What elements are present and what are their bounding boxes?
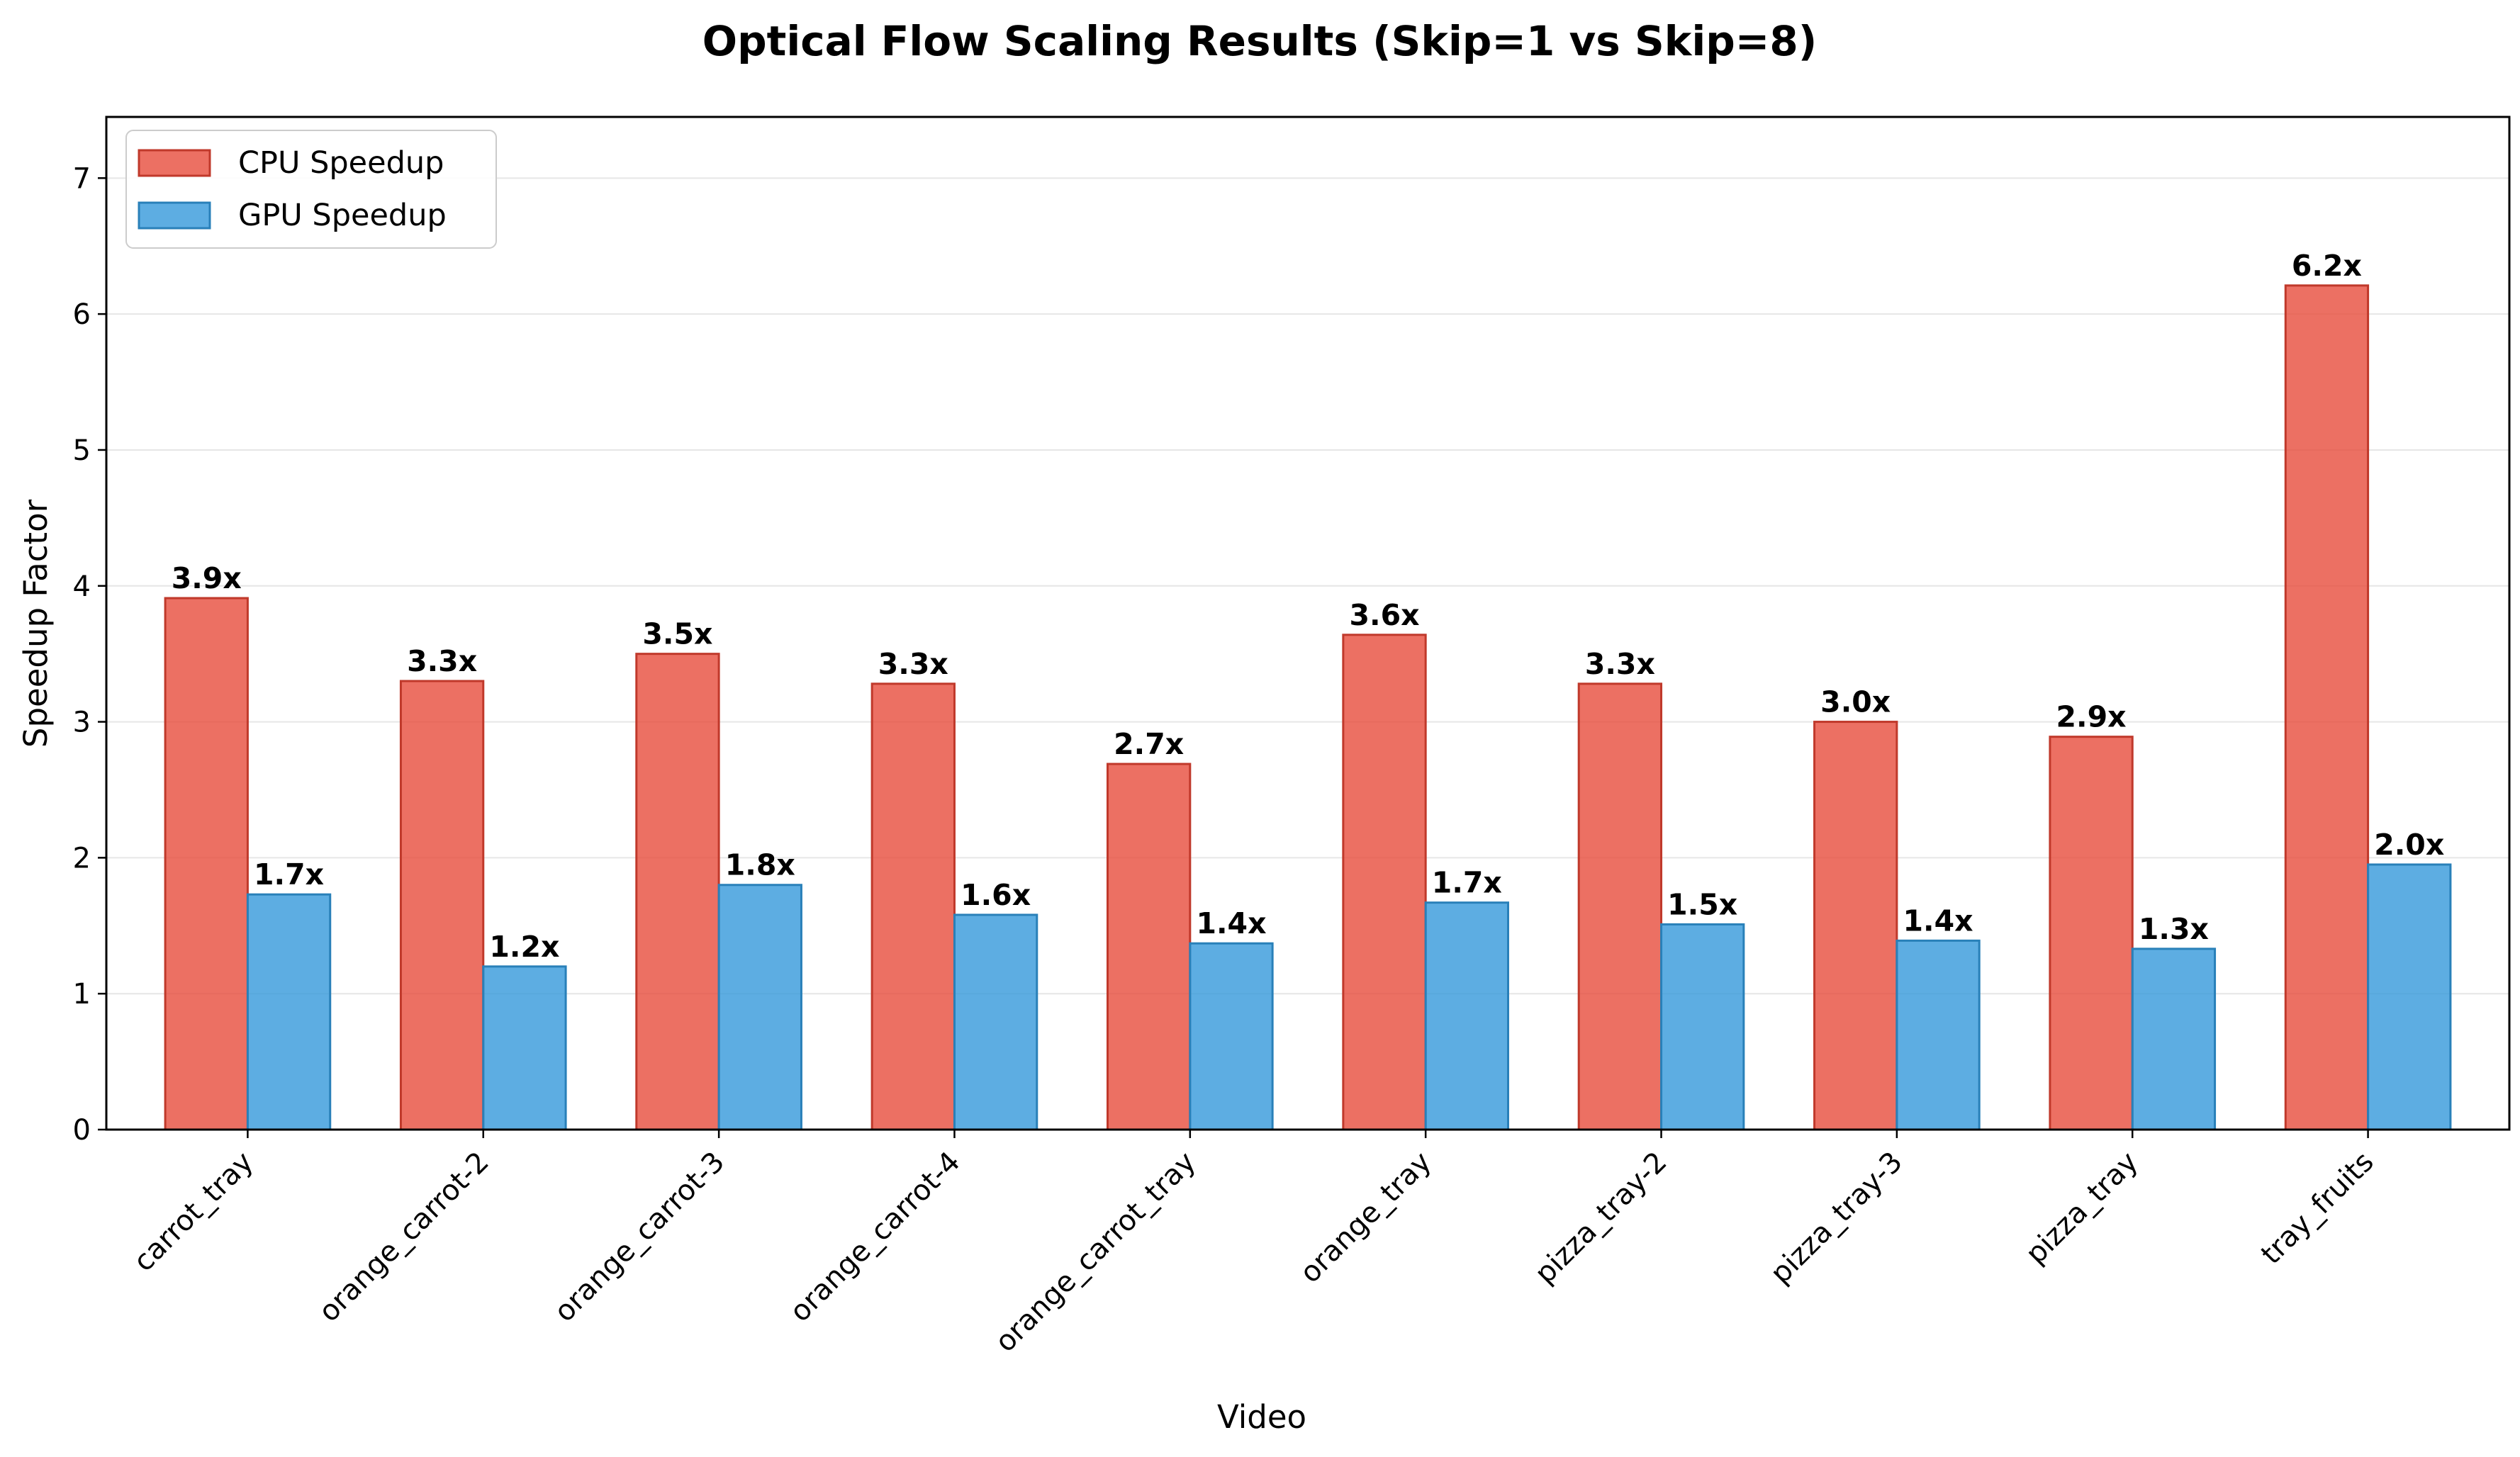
cpu-data-label: 2.9x (2056, 700, 2127, 734)
cpu-bar (2284, 284, 2370, 1131)
gpu-data-label: 1.5x (1667, 887, 1737, 921)
gpu-data-label: 1.4x (1196, 906, 1266, 940)
legend-label-gpu: GPU Speedup (238, 198, 447, 233)
gpu-bar (1189, 942, 1274, 1131)
gpu-data-label: 1.7x (254, 857, 324, 891)
y-tick-label: 1 (73, 978, 91, 1011)
cpu-bar (1107, 763, 1192, 1131)
gpu-data-label: 1.6x (961, 878, 1031, 912)
gpu-bar (1424, 901, 1510, 1131)
cpu-bar (164, 597, 249, 1131)
gpu-data-label: 1.8x (725, 848, 795, 882)
gpu-bar (953, 913, 1038, 1131)
cpu-data-label: 2.7x (1114, 727, 1184, 761)
legend-label-cpu: CPU Speedup (238, 145, 444, 181)
cpu-data-label: 3.9x (172, 561, 242, 595)
cpu-data-label: 3.3x (878, 647, 948, 681)
cpu-data-label: 3.3x (407, 644, 477, 678)
bars-layer (164, 284, 2452, 1131)
plot-frame (105, 116, 2511, 1131)
y-axis: 0 1 2 3 4 5 6 7 (73, 162, 106, 1147)
gpu-bar (2367, 863, 2452, 1131)
gpu-bar (1895, 939, 1981, 1131)
gpu-data-label: 1.7x (1432, 866, 1502, 900)
y-tick-label: 5 (73, 434, 91, 467)
gpu-bar (717, 884, 802, 1131)
cpu-bar (870, 682, 956, 1131)
legend-box (125, 130, 497, 249)
gpu-data-label: 1.4x (1903, 904, 1973, 938)
y-tick-label: 0 (73, 1114, 91, 1147)
cpu-data-label: 3.6x (1349, 598, 1419, 632)
cpu-data-label: 3.3x (1585, 647, 1655, 681)
cpu-bar (399, 680, 485, 1131)
cpu-bar (1342, 634, 1427, 1131)
gpu-bar (246, 893, 332, 1131)
gpu-bar (1660, 923, 1745, 1131)
legend: CPU Speedup GPU Speedup (125, 130, 497, 249)
cpu-bar (1813, 721, 1898, 1131)
y-tick-label: 3 (73, 707, 91, 739)
cpu-data-label: 3.0x (1820, 685, 1891, 719)
cpu-data-label: 6.2x (2292, 249, 2362, 283)
cpu-bar (635, 653, 720, 1131)
cpu-bar (2049, 736, 2134, 1131)
legend-swatch-cpu (138, 149, 211, 177)
gpu-bar (482, 965, 567, 1131)
gpu-data-label: 1.2x (489, 930, 559, 964)
y-tick-label: 4 (73, 570, 91, 603)
gpu-data-label: 1.3x (2139, 912, 2209, 946)
cpu-data-label: 3.5x (642, 617, 712, 651)
y-tick-label: 7 (73, 162, 91, 195)
x-axis-label: Video (1217, 1398, 1306, 1436)
data-labels-layer: 3.9x 3.3x 3.5x 3.3x 2.7x 3.6x 3.3x 3.0x 2.9x 6.2x… (172, 249, 2445, 964)
gpu-bar (2131, 947, 2217, 1131)
legend-swatch-gpu (138, 201, 211, 230)
y-axis-label: Speedup Factor (17, 499, 55, 748)
chart-title: Optical Flow Scaling Results (Skip=1 vs … (702, 17, 1817, 65)
cpu-bar (1577, 682, 1663, 1131)
gpu-data-label: 2.0x (2374, 828, 2444, 862)
y-tick-label: 2 (73, 842, 91, 874)
y-tick-label: 6 (73, 298, 91, 331)
